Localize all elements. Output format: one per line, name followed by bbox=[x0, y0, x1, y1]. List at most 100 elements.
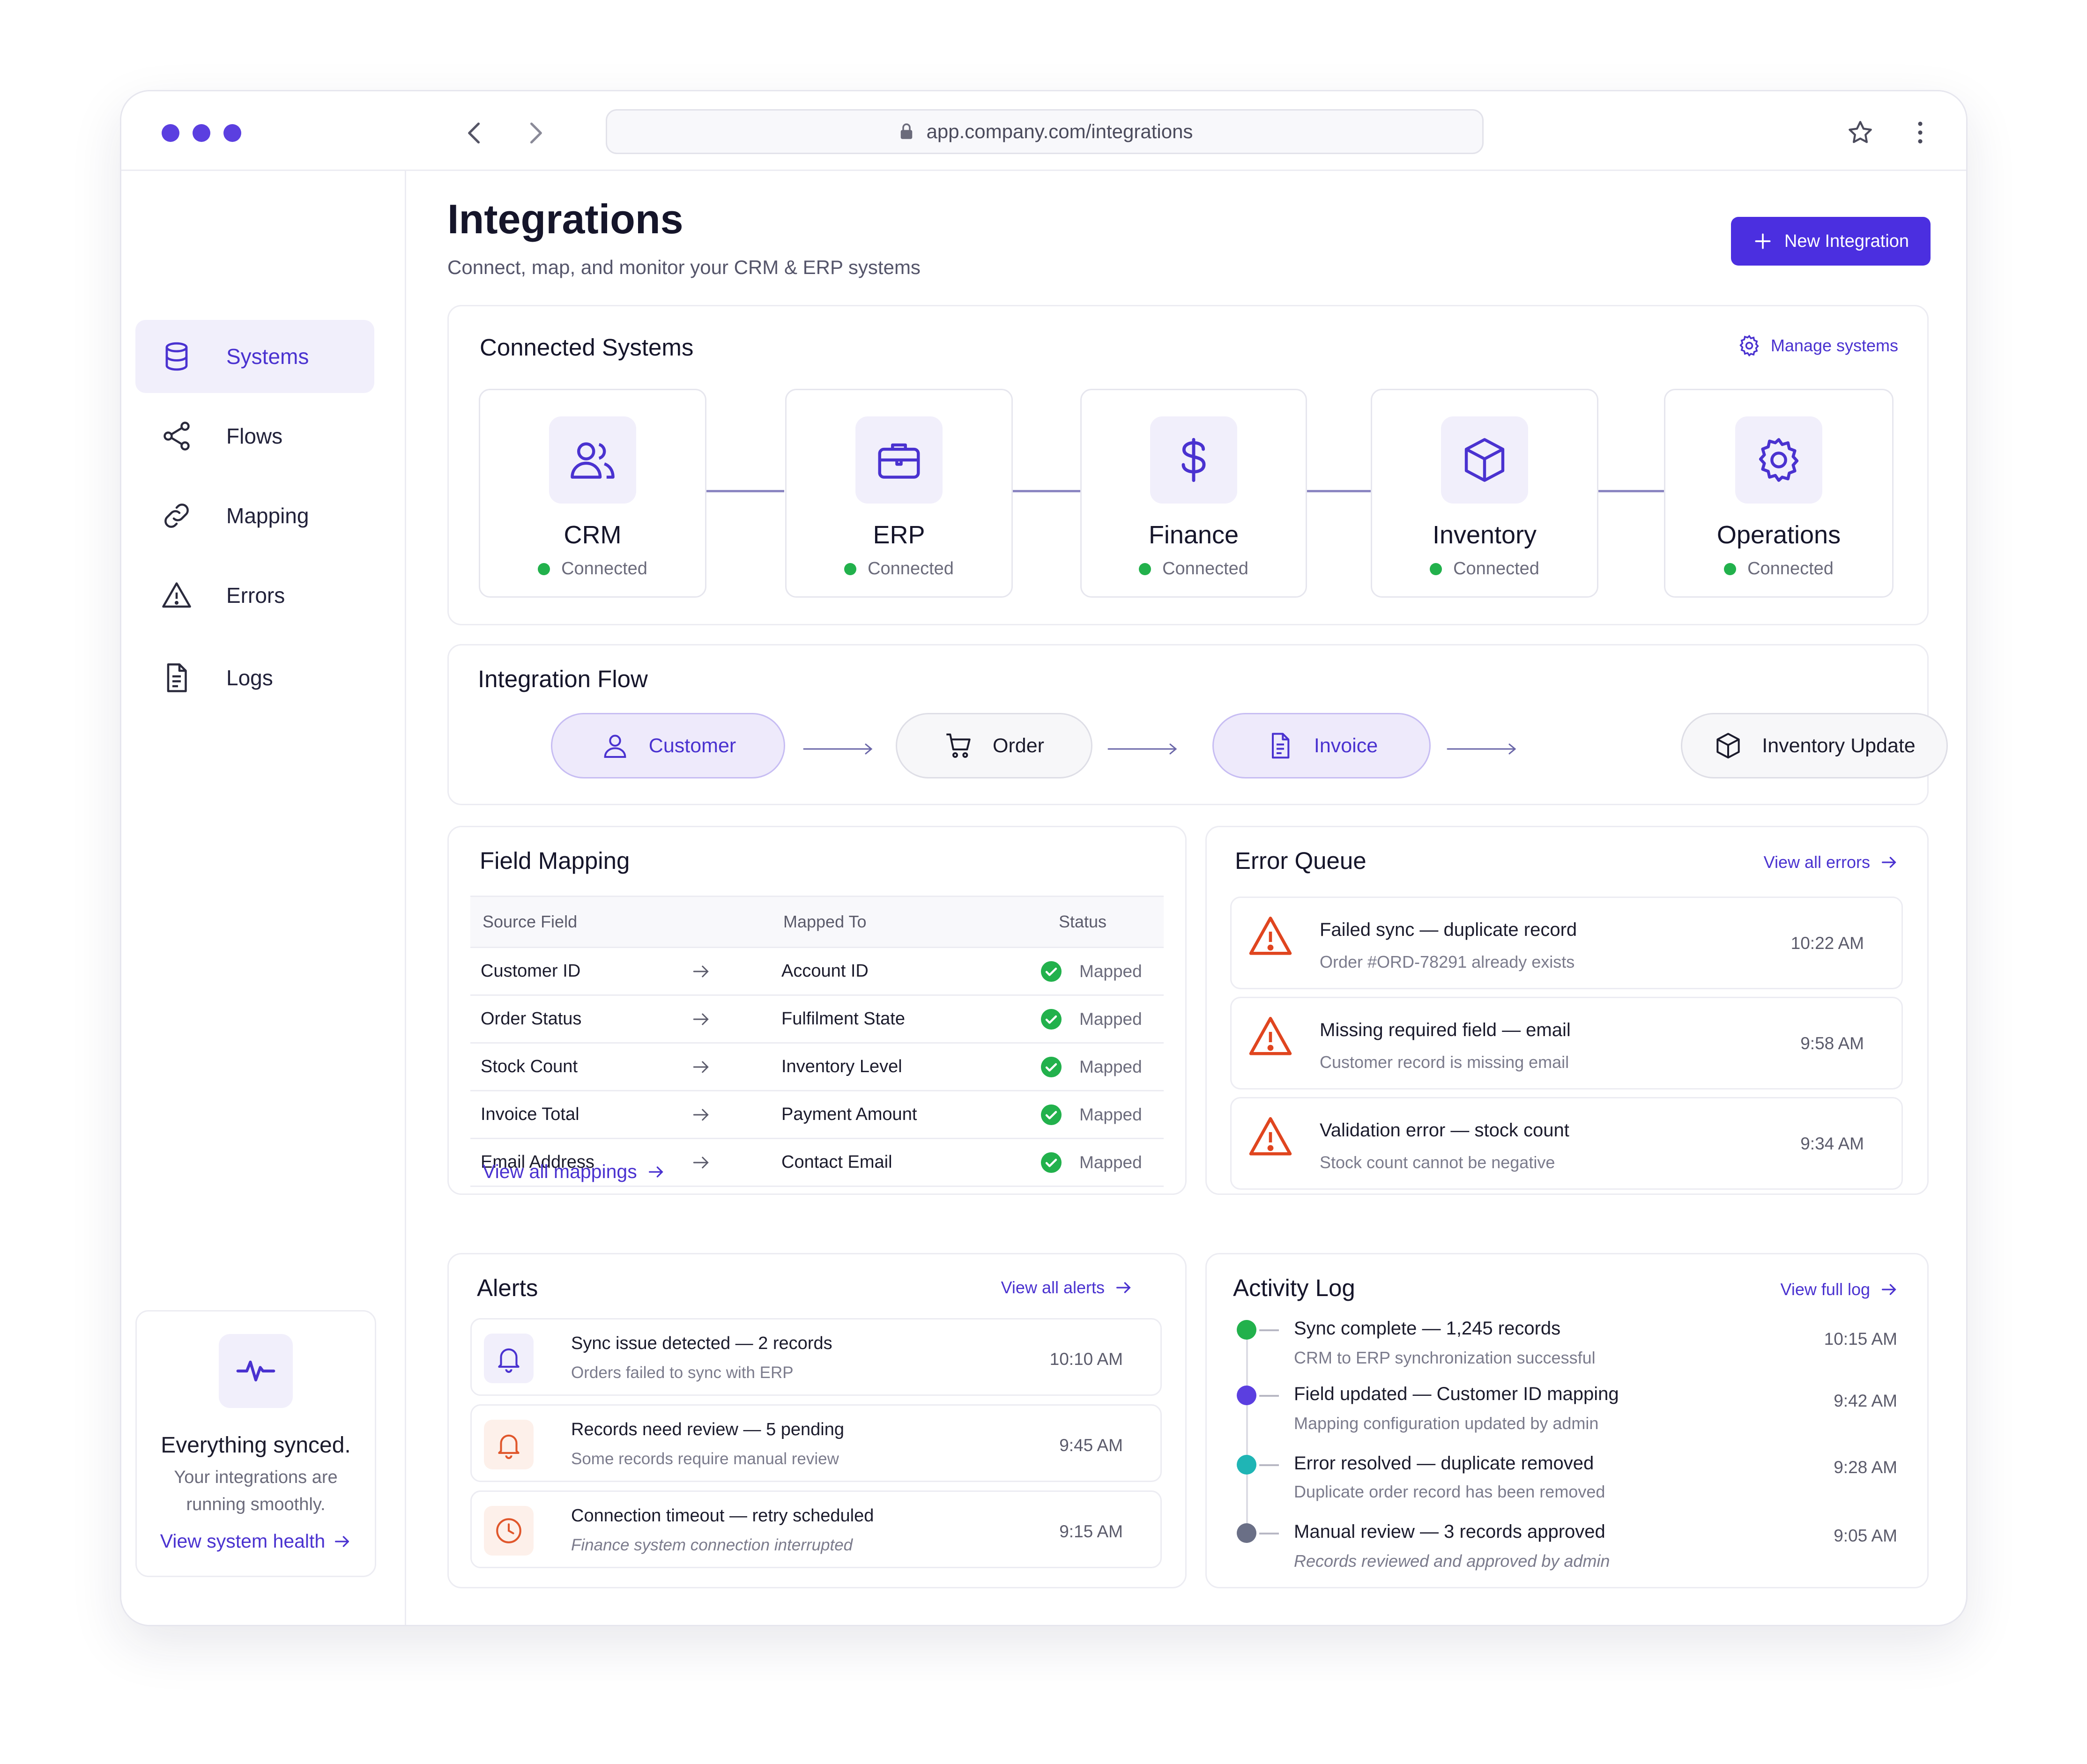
box-icon bbox=[1441, 416, 1528, 504]
status-badge: Connected bbox=[1082, 559, 1306, 579]
arrow-right-icon bbox=[1114, 1278, 1133, 1297]
flow-step-order[interactable]: Order bbox=[896, 713, 1092, 778]
alert-item[interactable]: Sync issue detected — 2 records Orders f… bbox=[470, 1318, 1162, 1396]
flow-arrow-icon bbox=[803, 742, 873, 756]
arrow-right-icon bbox=[1879, 853, 1898, 872]
panel-title: Error Queue bbox=[1235, 847, 1367, 874]
sidebar-item-mapping[interactable]: Mapping bbox=[135, 479, 374, 552]
status-dot bbox=[538, 563, 550, 575]
dollar-icon bbox=[1150, 416, 1237, 504]
mapped-to-field: Contact Email bbox=[781, 1152, 892, 1172]
status-dot bbox=[1139, 563, 1151, 575]
source-field: Order Status bbox=[481, 1009, 582, 1029]
window-dot-close[interactable] bbox=[162, 124, 179, 142]
sidebar-item-errors[interactable]: Errors bbox=[135, 559, 374, 632]
check-circle-icon bbox=[1040, 1044, 1062, 1090]
arrow-right-icon bbox=[691, 948, 711, 994]
system-card-crm[interactable]: CRM Connected bbox=[479, 389, 706, 598]
status-badge: Mapped bbox=[1079, 1057, 1142, 1076]
timeline-tick bbox=[1259, 1533, 1279, 1534]
integration-flow-panel: Integration Flow Customer Order Invoice … bbox=[447, 644, 1948, 805]
manage-systems-link[interactable]: Manage systems bbox=[1737, 334, 1898, 358]
table-row[interactable]: Invoice Total Payment Amount Mapped bbox=[470, 1091, 1164, 1139]
view-all-errors-link[interactable]: View all errors bbox=[1764, 852, 1898, 872]
table-row[interactable]: Email Address Contact Email Mapped bbox=[470, 1139, 1164, 1187]
system-card-erp[interactable]: ERP Connected bbox=[785, 389, 1013, 598]
timeline-dot bbox=[1237, 1320, 1256, 1340]
system-card-operations[interactable]: Operations Connected bbox=[1664, 389, 1894, 598]
status-dot bbox=[1430, 563, 1442, 575]
activity-time: 9:42 AM bbox=[1834, 1391, 1897, 1410]
alert-title: Sync issue detected — 2 records bbox=[571, 1334, 832, 1353]
panel-title: Connected Systems bbox=[480, 334, 694, 361]
system-card-inventory[interactable]: Inventory Connected bbox=[1371, 389, 1598, 598]
system-connector bbox=[1598, 490, 1666, 492]
more-vertical-icon[interactable] bbox=[1905, 118, 1935, 148]
window-dot-maximize[interactable] bbox=[223, 124, 241, 142]
table-row[interactable]: Order Status Fulfilment State Mapped bbox=[470, 996, 1164, 1044]
column-header: Mapped To bbox=[783, 912, 867, 931]
timeline-tick bbox=[1259, 1464, 1279, 1466]
table-row[interactable]: Stock Count Inventory Level Mapped bbox=[470, 1044, 1164, 1091]
panel-title: Integration Flow bbox=[478, 666, 648, 692]
system-connector bbox=[1013, 490, 1082, 492]
browser-window: app.company.com/integrations Systems Flo… bbox=[120, 90, 1968, 1626]
flow-step-invoice[interactable]: Invoice bbox=[1212, 713, 1431, 778]
window-dot-minimize[interactable] bbox=[193, 124, 210, 142]
table-row[interactable]: Customer ID Account ID Mapped bbox=[470, 948, 1164, 996]
status-dot bbox=[1724, 563, 1737, 575]
timeline-dot bbox=[1237, 1386, 1256, 1405]
error-item[interactable]: Failed sync — duplicate record Order #OR… bbox=[1230, 897, 1903, 989]
activity-description: Mapping configuration updated by admin bbox=[1294, 1414, 1599, 1433]
mapped-to-field: Fulfilment State bbox=[781, 1009, 905, 1029]
view-full-log-link[interactable]: View full log bbox=[1781, 1280, 1898, 1299]
chevron-right-icon[interactable] bbox=[520, 117, 551, 149]
source-field: Customer ID bbox=[481, 961, 581, 981]
sidebar-item-label: Mapping bbox=[226, 504, 309, 528]
system-name: Finance bbox=[1148, 521, 1239, 549]
flow-step-customer[interactable]: Customer bbox=[551, 713, 785, 778]
alert-description: Finance system connection interrupted bbox=[571, 1536, 853, 1554]
status-badge: Connected bbox=[787, 559, 1011, 579]
alert-item[interactable]: Connection timeout — retry scheduled Fin… bbox=[470, 1490, 1162, 1568]
alert-item[interactable]: Records need review — 5 pending Some rec… bbox=[470, 1404, 1162, 1482]
error-description: Stock count cannot be negative bbox=[1320, 1153, 1555, 1172]
gear-icon bbox=[1735, 416, 1822, 504]
activity-time: 9:05 AM bbox=[1834, 1526, 1897, 1545]
chevron-left-icon[interactable] bbox=[459, 117, 490, 149]
activity-icon bbox=[219, 1334, 293, 1408]
alert-title: Connection timeout — retry scheduled bbox=[571, 1506, 874, 1526]
sidebar-item-systems[interactable]: Systems bbox=[135, 320, 374, 393]
error-queue-panel: Error Queue View all errors Failed sync … bbox=[1205, 826, 1929, 1195]
sidebar-item-flows[interactable]: Flows bbox=[135, 400, 374, 473]
view-system-health-link[interactable]: View system health bbox=[137, 1530, 375, 1552]
error-item[interactable]: Missing required field — email Customer … bbox=[1230, 997, 1903, 1090]
error-title: Validation error — stock count bbox=[1320, 1120, 1569, 1141]
activity-title: Sync complete — 1,245 records bbox=[1294, 1318, 1561, 1339]
alert-time: 9:45 AM bbox=[1059, 1436, 1123, 1455]
system-card-finance[interactable]: Finance Connected bbox=[1080, 389, 1307, 598]
star-icon[interactable] bbox=[1845, 118, 1875, 148]
arrow-right-icon bbox=[691, 1139, 711, 1186]
error-title: Failed sync — duplicate record bbox=[1320, 919, 1577, 940]
users-icon bbox=[549, 416, 636, 504]
error-time: 10:22 AM bbox=[1790, 934, 1864, 953]
arrow-right-icon bbox=[333, 1532, 351, 1551]
timeline-dot bbox=[1237, 1523, 1256, 1543]
view-all-alerts-link[interactable]: View all alerts bbox=[1001, 1278, 1133, 1297]
page-title: Integrations bbox=[447, 196, 683, 242]
error-item[interactable]: Validation error — stock count Stock cou… bbox=[1230, 1097, 1903, 1190]
activity-time: 10:15 AM bbox=[1824, 1329, 1897, 1349]
status-dot bbox=[844, 563, 857, 575]
flow-step-inventory-update[interactable]: Inventory Update bbox=[1681, 713, 1948, 778]
sidebar-item-logs[interactable]: Logs bbox=[135, 641, 374, 714]
new-integration-button[interactable]: New Integration bbox=[1731, 217, 1931, 266]
share-icon bbox=[160, 419, 193, 453]
sidebar-item-label: Errors bbox=[226, 583, 285, 608]
error-time: 9:58 AM bbox=[1800, 1034, 1864, 1053]
alerts-panel: Alerts View all alerts Sync issue detect… bbox=[447, 1253, 1187, 1588]
address-bar[interactable]: app.company.com/integrations bbox=[606, 109, 1484, 154]
view-all-mappings-link[interactable]: View all mappings bbox=[483, 1161, 665, 1183]
flow-arrow-icon bbox=[1447, 742, 1517, 756]
error-time: 9:34 AM bbox=[1800, 1134, 1864, 1153]
